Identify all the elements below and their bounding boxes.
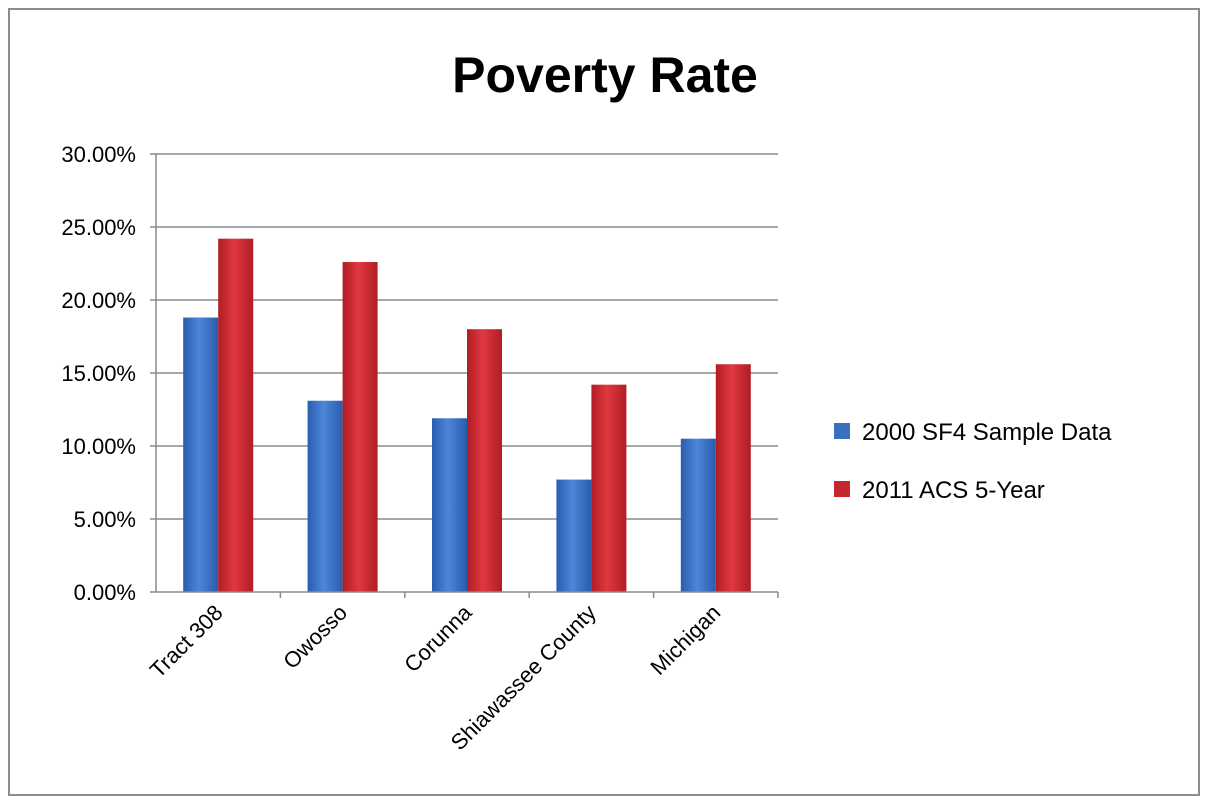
y-tick-label: 10.00% [61,434,136,459]
bar-series2 [715,364,751,592]
bar-series2 [342,262,378,592]
bar-series2 [591,384,627,592]
chart-title: Poverty Rate [452,47,758,103]
legend-label: 2011 ACS 5-Year [862,477,1045,504]
bar-series1 [183,317,219,592]
bar-series2 [218,238,254,592]
legend-swatch [834,481,850,497]
y-tick-label: 15.00% [61,361,136,386]
legend-label: 2000 SF4 Sample Data [862,419,1112,446]
bar-series1 [307,400,343,592]
y-tick-label: 20.00% [61,288,136,313]
y-tick-label: 25.00% [61,215,136,240]
bar-series1 [432,418,467,592]
bar-series1 [680,438,716,592]
y-tick-label: 5.00% [74,507,136,532]
bar-series1 [556,479,592,592]
x-tick-label: Corunna [399,599,477,677]
y-tick-label: 0.00% [74,580,136,605]
y-tick-label: 30.00% [61,142,136,167]
bar-series2 [467,329,502,592]
x-tick-label: Tract 308 [145,600,228,683]
legend-swatch [834,423,850,439]
x-tick-label: Owosso [278,600,352,674]
x-tick-label: Michigan [645,600,725,680]
